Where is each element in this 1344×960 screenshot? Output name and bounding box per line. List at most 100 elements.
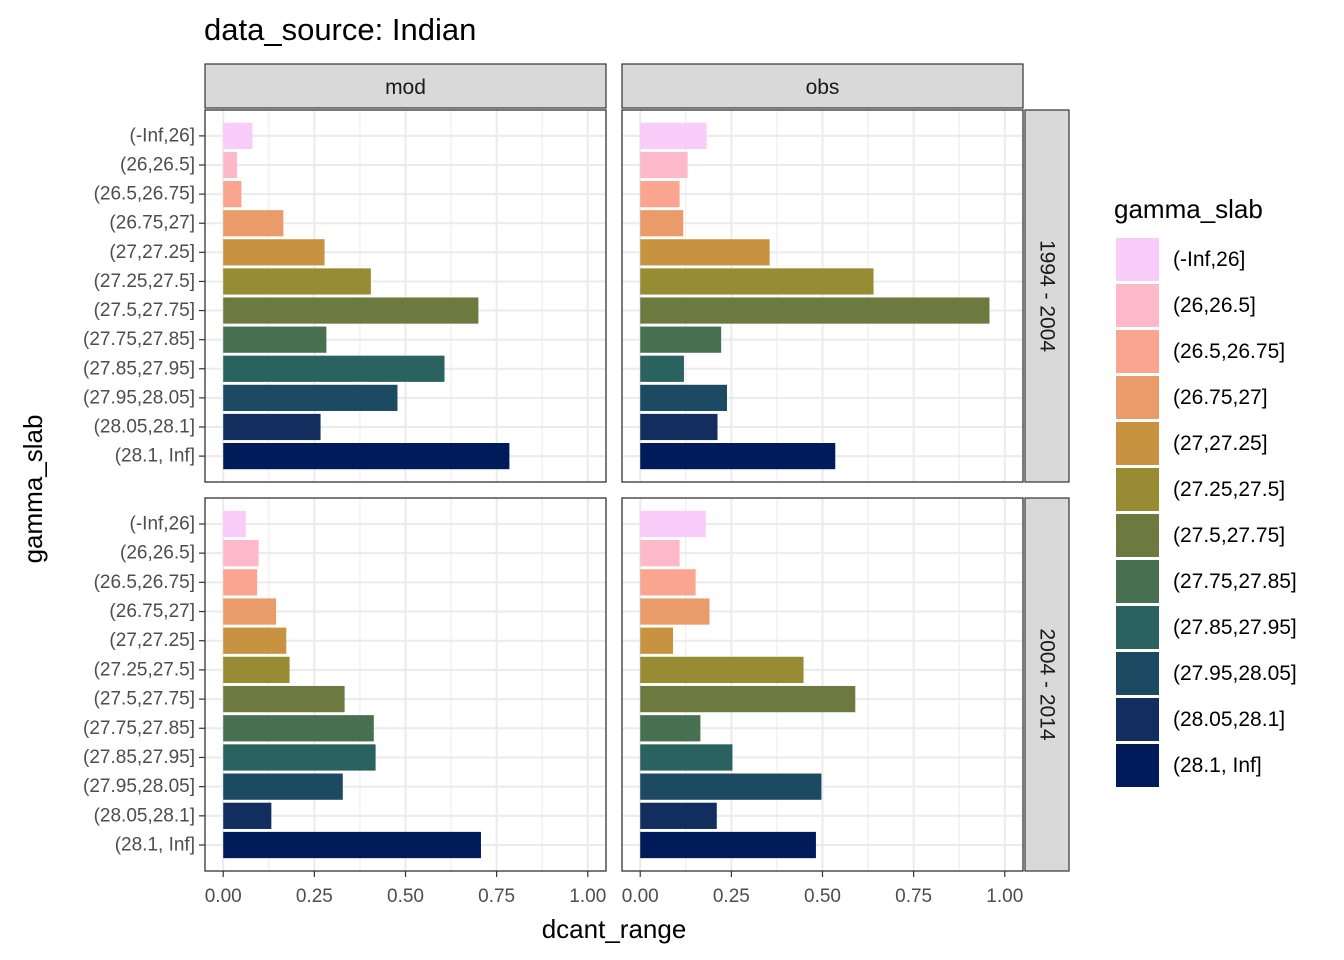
y-tick-label: (27.5,27.75] <box>94 689 195 710</box>
legend-key <box>1116 422 1159 465</box>
y-tick-label: (27.85,27.95] <box>83 747 195 768</box>
bar-(27.5,27.75] <box>640 297 990 324</box>
panel-obs-1: 0.00 0.25 0.50 0.75 1.00 <box>621 497 1024 907</box>
bar-(28.05,28.1] <box>640 802 717 829</box>
y-tick-label: (28.1, Inf] <box>115 446 195 467</box>
y-tick-label: (27.5,27.75] <box>94 300 195 321</box>
legend-label: (27,27.25] <box>1173 432 1268 455</box>
x-tick-label: 0.25 <box>296 886 333 907</box>
legend-key <box>1116 560 1159 603</box>
bar-(28.1, Inf] <box>640 831 816 859</box>
bar-(27.85,27.95] <box>223 744 376 771</box>
bar-(27.95,28.05] <box>223 773 343 800</box>
legend: gamma_slab (-Inf,26] (26,26.5] (26.5,26.75… <box>1114 194 1297 787</box>
chart-title: data_source: Indian <box>204 12 476 47</box>
facet-strip-row <box>1024 497 1070 872</box>
legend-key <box>1116 698 1159 741</box>
y-tick-label: (-Inf,26] <box>130 513 195 534</box>
y-tick-label: (27.25,27.5] <box>94 271 195 292</box>
bar-(26.5,26.75] <box>640 181 680 208</box>
bar-(-Inf,26] <box>640 122 707 150</box>
bar-(27,27.25] <box>223 239 325 266</box>
legend-label: (27.75,27.85] <box>1173 570 1297 593</box>
y-tick-label: (27,27.25] <box>109 242 195 263</box>
bar-(-Inf,26] <box>223 122 253 150</box>
bar-(-Inf,26] <box>223 510 246 538</box>
legend-key <box>1116 284 1159 327</box>
legend-key <box>1116 606 1159 649</box>
bar-(27.75,27.85] <box>223 326 327 353</box>
bar-(27.85,27.95] <box>640 355 684 382</box>
legend-label: (27.25,27.5] <box>1173 478 1285 501</box>
bar-(28.1, Inf] <box>223 831 481 859</box>
y-tick-label: (26.75,27] <box>109 213 195 234</box>
y-tick-label: (26,26.5] <box>120 543 195 564</box>
panel-mod-0: (-Inf,26] (26,26.5] (26.5,26.75] (26.75,27]… <box>83 109 607 483</box>
y-tick-label: (27,27.25] <box>109 630 195 651</box>
facet-panels: mod obs 1994 - 2004 2004 - 2014 (-Inf,26] (26… <box>83 63 1070 907</box>
bar-(27.95,28.05] <box>640 384 727 411</box>
x-tick-label: 0.50 <box>804 886 841 907</box>
x-axis-label: dcant_range <box>542 914 687 944</box>
y-tick-label: (27.75,27.85] <box>83 718 195 739</box>
facet-strip-label: 2004 - 2014 <box>1036 628 1059 740</box>
legend-label: (26,26.5] <box>1173 294 1256 317</box>
legend-label: (28.1, Inf] <box>1173 754 1262 777</box>
bar-(26,26.5] <box>223 540 259 567</box>
bar-(27.5,27.75] <box>223 297 479 324</box>
x-tick-label: 0.00 <box>205 886 242 907</box>
y-tick-label: (26.75,27] <box>109 601 195 622</box>
panel-border <box>204 109 607 483</box>
panel-obs-0 <box>621 109 1024 483</box>
legend-label: (-Inf,26] <box>1173 248 1245 271</box>
facet-strip-row <box>1024 109 1070 483</box>
y-tick-label: (26.5,26.75] <box>94 184 195 205</box>
bar-(26.5,26.75] <box>223 569 258 596</box>
bar-(27.25,27.5] <box>640 268 874 295</box>
bar-(27.5,27.75] <box>640 685 856 713</box>
y-tick-label: (27.95,28.05] <box>83 776 195 797</box>
facet-strip-label: 1994 - 2004 <box>1036 240 1059 352</box>
y-axis-label: gamma_slab <box>18 415 48 564</box>
legend-key <box>1116 652 1159 695</box>
legend-label: (26.75,27] <box>1173 386 1268 409</box>
bar-(28.05,28.1] <box>640 413 718 441</box>
bar-(26.5,26.75] <box>640 569 696 596</box>
x-tick-label: 0.25 <box>713 886 750 907</box>
bar-(27.5,27.75] <box>223 685 345 713</box>
bar-(-Inf,26] <box>640 510 706 538</box>
y-tick-label: (28.05,28.1] <box>94 416 195 437</box>
bar-(27.85,27.95] <box>223 355 445 382</box>
bar-(27.85,27.95] <box>640 744 733 771</box>
bar-(26,26.5] <box>223 151 238 179</box>
bar-(27.75,27.85] <box>640 326 722 353</box>
y-tick-label: (27.85,27.95] <box>83 358 195 379</box>
y-tick-label: (27.95,28.05] <box>83 387 195 408</box>
facet-strip-label: obs <box>806 76 840 99</box>
facet-strip-obs <box>621 63 1024 109</box>
panel-mod-1: (-Inf,26] (26,26.5] (26.5,26.75] (26.75,27]… <box>83 497 607 907</box>
bar-(26.75,27] <box>640 210 684 237</box>
y-tick-label: (26,26.5] <box>120 155 195 176</box>
x-tick-label: 0.75 <box>895 886 932 907</box>
bar-(27.25,27.5] <box>223 656 290 684</box>
bar-(27.75,27.85] <box>223 715 374 742</box>
bar-(27,27.25] <box>640 627 674 654</box>
facet-strip-mod <box>204 63 607 109</box>
bar-(26.5,26.75] <box>223 181 242 208</box>
bar-(26.75,27] <box>223 598 277 625</box>
x-tick-label: 1.00 <box>986 886 1023 907</box>
bar-(28.1, Inf] <box>640 442 836 470</box>
bar-(28.1, Inf] <box>223 442 510 470</box>
legend-key <box>1116 238 1159 281</box>
legend-title: gamma_slab <box>1114 194 1263 224</box>
facet-strip-label: mod <box>385 76 426 99</box>
bar-(26.75,27] <box>223 210 284 237</box>
x-tick-label: 0.50 <box>387 886 424 907</box>
y-tick-label: (28.05,28.1] <box>94 805 195 826</box>
bar-(27.25,27.5] <box>640 656 804 684</box>
bar-(28.05,28.1] <box>223 802 272 829</box>
legend-label: (27.95,28.05] <box>1173 662 1297 685</box>
legend-label: (27.5,27.75] <box>1173 524 1285 547</box>
